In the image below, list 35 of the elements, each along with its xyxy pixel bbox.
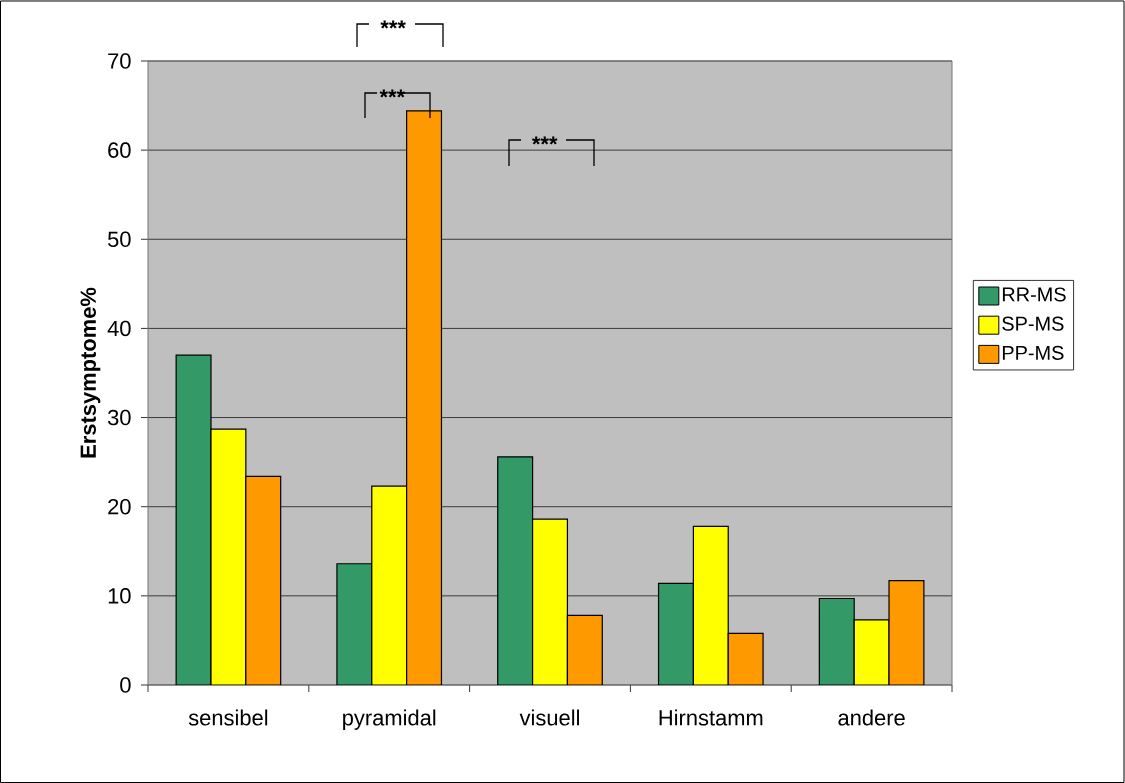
x-tick-label: Hirnstamm: [659, 709, 763, 726]
x-tick-label: pyramidal: [343, 709, 436, 730]
bar: [497, 456, 534, 685]
y-tick-label: 40: [107, 320, 131, 337]
bar: [210, 428, 247, 685]
y-tick-label: 30: [107, 409, 131, 426]
bar: [657, 582, 694, 685]
bar: [371, 486, 407, 685]
bar: [853, 619, 890, 685]
y-axis-title: Erstsymptome%: [80, 287, 101, 458]
bar: [566, 614, 603, 685]
y-tick-label: 60: [108, 142, 131, 158]
y-tick-label: 70: [108, 53, 131, 69]
legend-label: SP-MS: [1002, 316, 1064, 331]
y-tick-label: 0: [120, 677, 131, 693]
x-tick-label: andere: [838, 709, 905, 726]
bar: [727, 632, 764, 685]
bar: [175, 354, 212, 685]
bar: [245, 475, 282, 685]
bar: [336, 563, 372, 685]
x-tick-label: visuell: [519, 709, 579, 726]
text: ***: [380, 20, 406, 29]
annotation: ***: [531, 136, 558, 145]
annotation: ***: [379, 89, 406, 98]
y-tick-label: 10: [108, 588, 131, 604]
bar: [531, 518, 569, 685]
legend-label: RR-MS: [1002, 287, 1066, 302]
bar: [818, 597, 855, 685]
bar: [406, 110, 442, 685]
y-tick-label: 50: [108, 231, 131, 248]
x-tick-label: sensibel: [188, 709, 268, 726]
bar: [692, 525, 729, 685]
bar: [888, 580, 925, 685]
y-tick-label: 20: [108, 498, 131, 515]
legend-label: PP-MS: [1002, 345, 1064, 360]
